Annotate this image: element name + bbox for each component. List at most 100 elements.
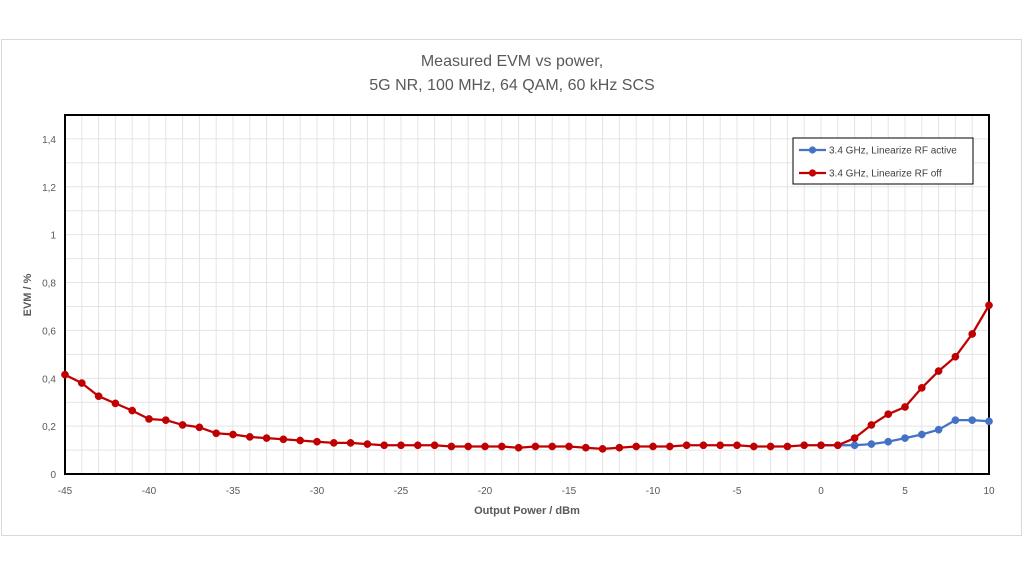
series-2-point bbox=[94, 392, 103, 401]
x-tick-label: -5 bbox=[733, 486, 742, 497]
y-tick-label: 1 bbox=[50, 231, 56, 242]
x-tick-label: -20 bbox=[478, 486, 493, 497]
series-2-point bbox=[884, 410, 893, 419]
legend-swatch-marker bbox=[808, 169, 817, 177]
series-2-point bbox=[397, 441, 405, 450]
series-2-point bbox=[531, 442, 540, 451]
x-tick-label: -15 bbox=[562, 486, 577, 497]
series-2-point bbox=[245, 433, 254, 441]
series-2-point bbox=[682, 441, 691, 450]
series-2-point bbox=[749, 442, 758, 451]
y-tick-label: 0 bbox=[50, 470, 56, 481]
y-tick-label: 1,2 bbox=[42, 183, 56, 194]
series-2-point bbox=[833, 441, 842, 450]
y-tick-label: 0,4 bbox=[42, 374, 56, 385]
y-tick-label: 0,6 bbox=[42, 326, 56, 337]
plot-area-frame bbox=[64, 114, 990, 475]
series-1-point bbox=[884, 437, 893, 446]
series-2-point bbox=[783, 442, 792, 451]
x-tick-label: -25 bbox=[394, 486, 409, 497]
series-1-point bbox=[985, 417, 993, 426]
series-2-point bbox=[178, 421, 187, 429]
series-2-point bbox=[380, 441, 389, 450]
series-2-point bbox=[934, 367, 943, 375]
series-2-point bbox=[447, 442, 456, 451]
chart-area bbox=[1, 39, 1022, 536]
series-2-point bbox=[430, 441, 439, 450]
series-1-point bbox=[934, 425, 943, 434]
series-2-point bbox=[968, 330, 977, 338]
series-2-point bbox=[279, 435, 288, 444]
series-2-point bbox=[346, 439, 355, 447]
series-2-point bbox=[329, 439, 338, 447]
series-2-point bbox=[867, 421, 876, 429]
series-line-2 bbox=[64, 304, 990, 451]
series-2-point bbox=[817, 441, 825, 450]
series-2-point bbox=[699, 441, 708, 450]
y-tick-label: 1,4 bbox=[42, 135, 56, 146]
x-tick-label: -45 bbox=[58, 486, 73, 497]
series-1-point bbox=[951, 416, 960, 424]
series-2-point bbox=[145, 415, 153, 423]
x-tick-label: 0 bbox=[818, 486, 824, 497]
series-2-point bbox=[615, 443, 624, 452]
series-2-point bbox=[212, 429, 221, 438]
series-2-point bbox=[649, 442, 657, 451]
y-tick-label: 0,2 bbox=[42, 422, 56, 433]
series-2-point bbox=[766, 442, 775, 451]
chart-title-line-1: Measured EVM vs power, bbox=[421, 53, 603, 70]
series-1-point bbox=[850, 441, 859, 450]
series-2-point bbox=[581, 443, 590, 452]
series-2-point bbox=[363, 440, 372, 448]
x-axis-title: Output Power / dBm bbox=[474, 505, 580, 517]
series-2-point bbox=[917, 383, 926, 392]
y-tick-label: 0,8 bbox=[42, 279, 56, 290]
legend-label: 3.4 GHz, Linearize RF active bbox=[829, 146, 957, 157]
series-2-point bbox=[161, 416, 170, 424]
series-2-point bbox=[565, 442, 573, 451]
x-tick-label: -10 bbox=[646, 486, 661, 497]
series-2-point bbox=[296, 436, 305, 445]
series-2-point bbox=[901, 403, 909, 411]
series-1-point bbox=[901, 434, 909, 442]
series-2-point bbox=[464, 442, 473, 451]
series-1-point bbox=[867, 440, 876, 448]
series-2-point bbox=[497, 442, 506, 451]
series-2-point bbox=[733, 441, 741, 450]
series-2-point bbox=[195, 423, 204, 432]
series-2-point bbox=[313, 437, 321, 446]
x-tick-label: 10 bbox=[983, 486, 995, 497]
series-1-point bbox=[917, 430, 926, 439]
x-tick-label: -30 bbox=[310, 486, 325, 497]
series-2-point bbox=[514, 443, 523, 452]
series-2-point bbox=[413, 441, 422, 450]
y-axis-title: EVM / % bbox=[22, 273, 34, 316]
legend-label: 3.4 GHz, Linearize RF off bbox=[829, 169, 942, 180]
series-2-point bbox=[716, 441, 725, 450]
series-2-point bbox=[665, 442, 674, 451]
series-2-point bbox=[598, 445, 607, 453]
series-2-point bbox=[850, 434, 859, 442]
series-2-point bbox=[481, 442, 489, 451]
series-layer bbox=[61, 301, 993, 453]
series-2-point bbox=[800, 441, 809, 450]
tick-labels: -45 -40 -35 -30 -25 -20 -15 -10 -5 0 5 10 0 0,2 0,4 0,6… bbox=[42, 135, 995, 497]
series-2-point bbox=[61, 370, 69, 379]
series-2-point bbox=[229, 430, 237, 439]
legend-swatch-marker bbox=[808, 146, 817, 154]
series-2-point bbox=[985, 301, 993, 310]
chart-title-line-2: 5G NR, 100 MHz, 64 QAM, 60 kHz SCS bbox=[369, 77, 654, 94]
x-tick-label: 5 bbox=[902, 486, 908, 497]
legend: 3.4 GHz, Linearize RF active 3.4 GHz, Lin… bbox=[792, 137, 974, 185]
x-tick-label: -40 bbox=[142, 486, 157, 497]
series-2-point bbox=[128, 406, 137, 415]
series-2-point bbox=[77, 379, 86, 387]
x-tick-label: -35 bbox=[226, 486, 241, 497]
series-2-point bbox=[262, 434, 271, 442]
series-2-point bbox=[632, 442, 641, 451]
series-2-point bbox=[111, 399, 120, 408]
series-2-point bbox=[951, 352, 960, 361]
series-2-point bbox=[548, 442, 557, 451]
series-1-point bbox=[968, 416, 977, 424]
